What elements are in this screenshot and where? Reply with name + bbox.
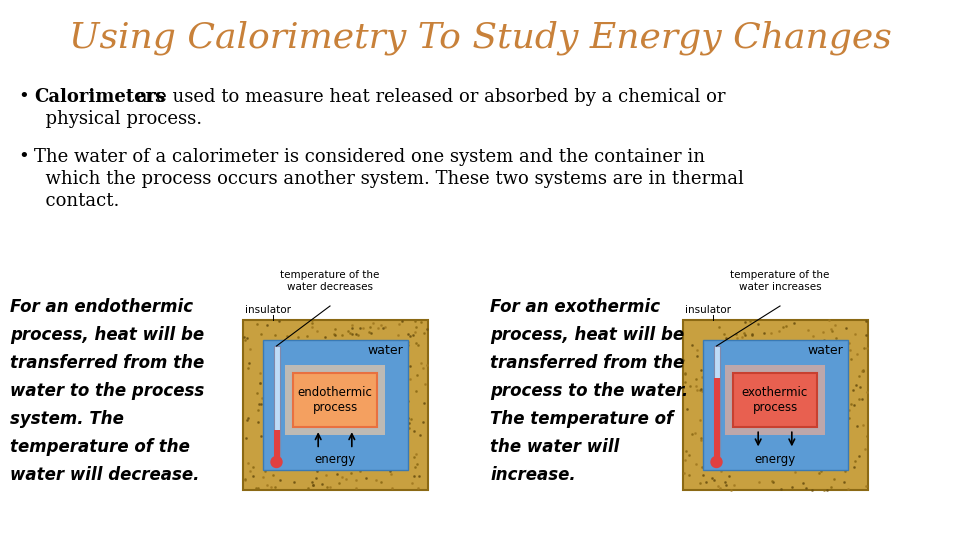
Bar xyxy=(293,373,377,427)
Bar xyxy=(732,373,817,427)
Text: temperature of the: temperature of the xyxy=(10,438,190,456)
Text: are used to measure heat released or absorbed by a chemical or: are used to measure heat released or abs… xyxy=(131,88,726,106)
Text: The water of a calorimeter is considered one system and the container in: The water of a calorimeter is considered… xyxy=(34,148,705,166)
Text: For an exothermic: For an exothermic xyxy=(490,298,660,316)
Text: Using Calorimetry To Study Energy Changes: Using Calorimetry To Study Energy Change… xyxy=(68,21,892,55)
Bar xyxy=(274,429,279,462)
Text: increase.: increase. xyxy=(490,466,576,484)
Text: transferred from the: transferred from the xyxy=(490,354,684,372)
Bar xyxy=(243,320,427,490)
Text: exothermic
process: exothermic process xyxy=(742,386,808,414)
Bar xyxy=(285,364,385,435)
Text: water to the process: water to the process xyxy=(10,382,204,400)
Text: The temperature of: The temperature of xyxy=(490,410,673,428)
Text: temperature of the
water increases: temperature of the water increases xyxy=(731,271,829,292)
Circle shape xyxy=(711,456,722,468)
Bar xyxy=(713,346,719,462)
Text: energy: energy xyxy=(755,453,796,467)
Bar xyxy=(683,320,868,490)
Text: endothermic
process: endothermic process xyxy=(298,386,372,414)
Bar xyxy=(703,340,848,470)
Text: water: water xyxy=(368,344,403,357)
Text: water: water xyxy=(807,344,844,357)
Text: water will decrease.: water will decrease. xyxy=(10,466,200,484)
Text: process, heat will be: process, heat will be xyxy=(490,326,684,344)
Text: contact.: contact. xyxy=(34,192,119,210)
Text: •: • xyxy=(18,148,29,166)
Text: temperature of the
water decreases: temperature of the water decreases xyxy=(280,271,380,292)
Bar xyxy=(713,379,719,462)
Text: insulator: insulator xyxy=(684,305,731,315)
Text: the water will: the water will xyxy=(490,438,619,456)
Text: process to the water.: process to the water. xyxy=(490,382,688,400)
Bar xyxy=(274,346,279,462)
Circle shape xyxy=(271,456,282,468)
Text: physical process.: physical process. xyxy=(34,110,203,128)
Bar xyxy=(725,364,825,435)
Text: which the process occurs another system. These two systems are in thermal: which the process occurs another system.… xyxy=(34,170,744,188)
Text: •: • xyxy=(18,88,29,106)
Text: Calorimeters: Calorimeters xyxy=(34,88,165,106)
Text: transferred from the: transferred from the xyxy=(10,354,204,372)
Text: For an endothermic: For an endothermic xyxy=(10,298,193,316)
Text: system. The: system. The xyxy=(10,410,124,428)
Text: insulator: insulator xyxy=(245,305,291,315)
Text: energy: energy xyxy=(314,453,355,467)
Text: process, heat will be: process, heat will be xyxy=(10,326,204,344)
Bar xyxy=(262,340,407,470)
